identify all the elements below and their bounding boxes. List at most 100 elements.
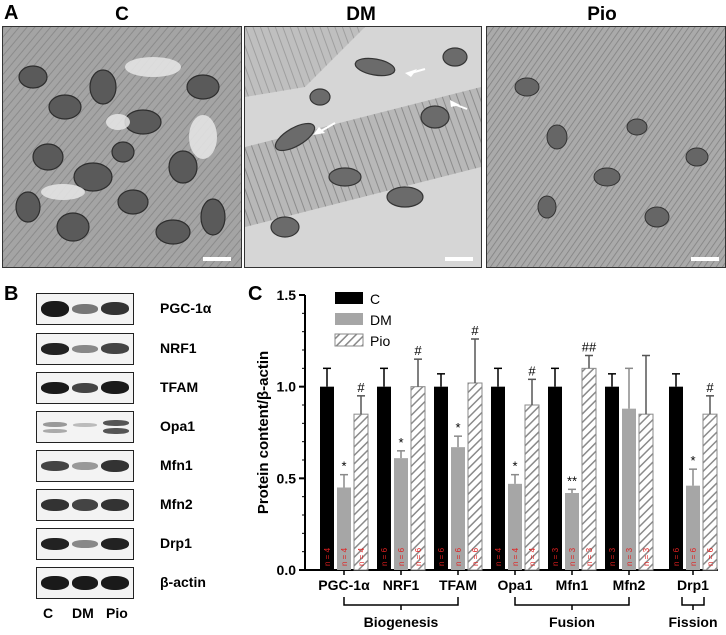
bar-c: [605, 386, 619, 570]
y-tick-label: 0.5: [277, 470, 297, 486]
n-label: n = 6: [471, 547, 480, 566]
n-label: n = 6: [672, 547, 681, 566]
x-tick-label: Mfn2: [613, 577, 646, 593]
legend-swatch-c: [335, 292, 363, 304]
bar-c: [434, 386, 448, 570]
panel-c-letter: C: [248, 283, 263, 305]
group-bracket: [681, 597, 705, 606]
x-tick-label: Drp1: [677, 577, 709, 593]
bar-dm: [451, 447, 465, 570]
bar-chart: 0.0 0.5 1.0 1.5 Protein content/β-actin n = 4…: [255, 287, 718, 630]
x-tick-label: Opa1: [497, 577, 532, 593]
bar-dm: [394, 458, 408, 570]
n-label: n = 6: [437, 547, 446, 566]
lane-label-pio: Pio: [106, 605, 128, 621]
n-label: n = 6: [689, 547, 698, 566]
blot-drp1: [36, 528, 134, 560]
bar-pio: [467, 382, 483, 571]
n-label: n = 3: [642, 547, 651, 566]
blot-label-tfam: TFAM: [160, 379, 199, 395]
n-label: n = 6: [380, 547, 389, 566]
significance-mark: *: [341, 459, 346, 474]
bar-dm: [508, 483, 522, 570]
panel-b-letter: B: [4, 283, 19, 305]
n-label: n = 4: [340, 547, 349, 566]
n-label: n = 3: [608, 547, 617, 566]
blot-opa1: [36, 411, 134, 443]
y-tick-label: 0.0: [277, 562, 297, 578]
blot-label-nrf1: NRF1: [160, 340, 197, 356]
group-bracket: [343, 597, 459, 606]
significance-mark: #: [471, 323, 479, 338]
n-label: n = 3: [585, 547, 594, 566]
lane-label-c: C: [43, 605, 54, 621]
y-axis-label: Protein content/β-actin: [255, 351, 272, 514]
bar-c: [548, 386, 562, 570]
bar-pio: [524, 404, 540, 571]
n-label: n = 4: [528, 547, 537, 566]
n-label: n = 4: [357, 547, 366, 566]
significance-mark: *: [512, 459, 517, 474]
bar-pio: [353, 413, 369, 571]
legend-label-dm: DM: [370, 312, 392, 328]
bar-pio: [702, 413, 718, 571]
blot-label-opa1: Opa1: [160, 418, 196, 434]
y-tick-label: 1.0: [277, 379, 297, 395]
y-tick-label: 1.5: [277, 287, 297, 303]
n-label: n = 3: [568, 547, 577, 566]
bar-pio: [638, 413, 654, 571]
blot-tfam: [36, 372, 134, 404]
blot-beta-actin: [36, 567, 134, 599]
significance-mark: *: [398, 435, 403, 450]
blot-label-mfn2: Mfn2: [160, 496, 193, 512]
em-micrograph-pio: [487, 27, 725, 267]
bar-dm: [622, 408, 636, 570]
significance-mark: *: [455, 420, 460, 435]
blot-mfn1: [36, 450, 134, 482]
group-label: Biogenesis: [364, 614, 439, 630]
significance-mark: #: [357, 380, 365, 395]
n-label: n = 6: [706, 547, 715, 566]
em-image-dm: [244, 26, 482, 268]
em-title-pio: Pio: [587, 4, 617, 25]
blot-mfn2: [36, 489, 134, 521]
em-image-control: [2, 26, 242, 268]
n-label: n = 6: [414, 547, 423, 566]
lane-label-dm: DM: [72, 605, 94, 621]
em-title-dm: DM: [346, 4, 376, 25]
significance-mark: **: [567, 473, 577, 488]
x-tick-label: TFAM: [439, 577, 477, 593]
n-label: n = 3: [551, 547, 560, 566]
bar-c: [377, 386, 391, 570]
bar-c: [320, 386, 334, 570]
x-tick-label: PGC-1α: [318, 577, 370, 593]
legend-label-c: C: [370, 291, 380, 307]
n-label: n = 6: [397, 547, 406, 566]
bar-c: [669, 386, 683, 570]
blot-label-drp1: Drp1: [160, 535, 192, 551]
bar-pio: [410, 386, 426, 571]
n-label: n = 6: [454, 547, 463, 566]
n-label: n = 4: [494, 547, 503, 566]
blot-pgc1a: [36, 293, 134, 325]
x-tick-label: Mfn1: [556, 577, 589, 593]
bar-c: [491, 386, 505, 570]
x-tick-label: NRF1: [383, 577, 420, 593]
significance-mark: *: [690, 453, 695, 468]
significance-mark: #: [414, 343, 422, 358]
panel-a-letter: A: [4, 2, 19, 24]
blot-label-pgc1a: PGC-1α: [160, 300, 212, 316]
significance-mark: ##: [582, 340, 597, 355]
em-image-pio: [486, 26, 726, 268]
group-bracket: [514, 597, 630, 606]
legend-swatch-pio: [334, 333, 364, 347]
bar-dm: [565, 493, 579, 570]
group-label: Fusion: [549, 614, 595, 630]
significance-mark: #: [528, 363, 536, 378]
bar-dm: [337, 487, 351, 570]
bar-pio: [581, 367, 597, 571]
bar-dm: [686, 485, 700, 570]
blot-label-mfn1: Mfn1: [160, 457, 193, 473]
n-label: n = 3: [625, 547, 634, 566]
em-micrograph-dm: [245, 27, 481, 267]
